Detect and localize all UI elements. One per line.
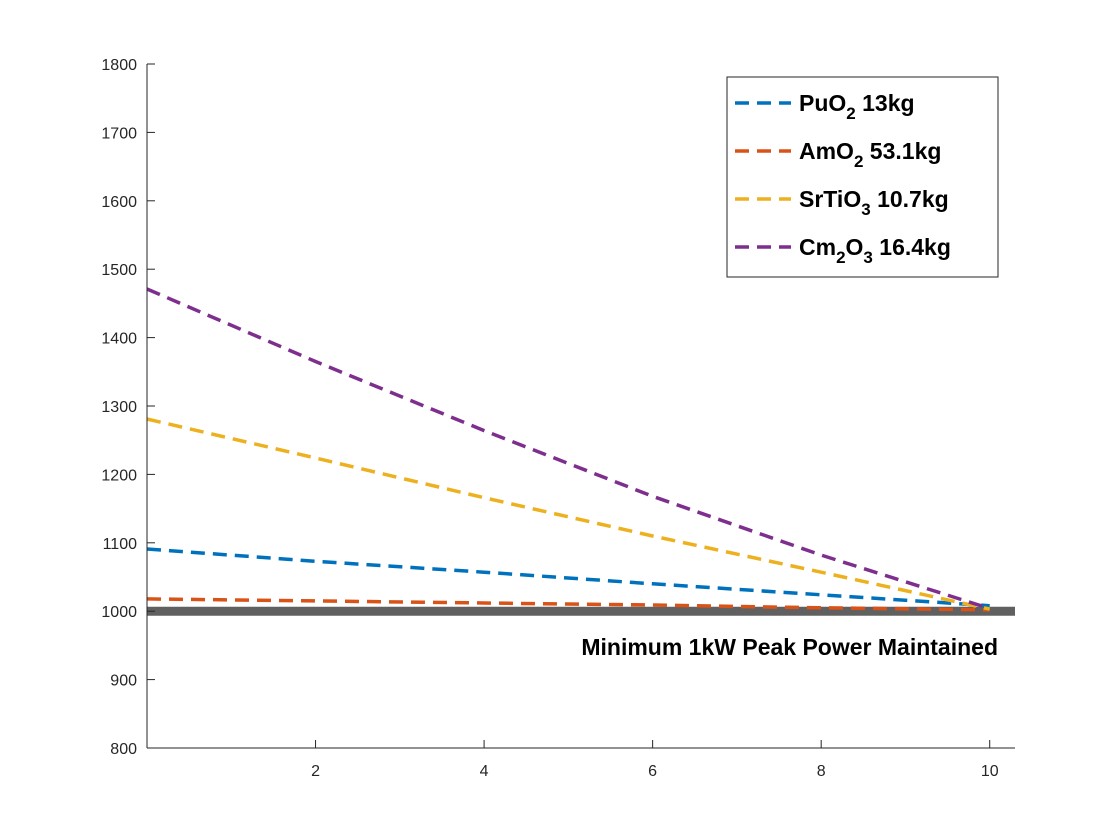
x-tick-label: 8	[817, 763, 826, 780]
reference-line-label: Minimum 1kW Peak Power Maintained	[581, 634, 998, 660]
y-tick-label: 1100	[103, 536, 138, 553]
legend-box	[726, 76, 999, 278]
y-tick-label: 1000	[101, 604, 137, 621]
y-tick-label: 1700	[101, 125, 137, 142]
legend-label-2: AmO2 53.1kg	[799, 138, 941, 171]
series-group	[146, 287, 991, 612]
legend-label-1: PuO2 13kg	[799, 90, 915, 123]
y-tick-label: 1800	[101, 57, 137, 74]
x-tick-label: 6	[648, 763, 657, 780]
legend: PuO2 13kg AmO2 53.1kg SrTiO3 10.7kg Cm2O3 1…	[726, 76, 999, 278]
legend-label-4: Cm2O3 16.4kg	[799, 234, 951, 267]
axes: 800 900 1000 1100 1200 1300 1400 1500 1600 1700 18…	[101, 57, 1015, 780]
series-line-4	[146, 287, 991, 611]
x-tick-label: 2	[311, 763, 320, 780]
y-tick-label: 1300	[101, 399, 137, 416]
y-tick-label: 800	[110, 741, 137, 758]
x-tick-label: 10	[981, 763, 999, 780]
y-tick-label: 1600	[101, 194, 137, 211]
x-tick-label: 4	[480, 763, 489, 780]
y-tick-label: 900	[110, 673, 137, 690]
series-line-3	[146, 417, 991, 611]
legend-label-3: SrTiO3 10.7kg	[799, 186, 949, 219]
series-line-2	[146, 597, 990, 612]
y-tick-label: 1400	[101, 331, 137, 348]
y-tick-label: 1500	[101, 262, 137, 279]
y-tick-label: 1200	[101, 467, 137, 484]
reference-line-group: Minimum 1kW Peak Power Maintained	[147, 606, 1015, 660]
series-line-1	[146, 547, 990, 608]
